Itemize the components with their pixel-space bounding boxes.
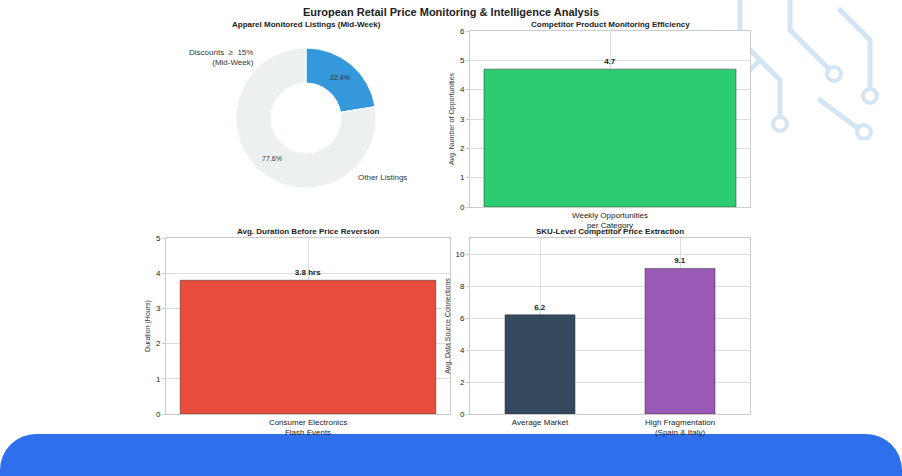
svg-text:Avg. Data Source Connections: Avg. Data Source Connections [444, 278, 452, 374]
svg-text:6: 6 [460, 27, 465, 36]
svg-text:0: 0 [460, 203, 465, 212]
svg-text:2: 2 [460, 378, 465, 387]
svg-text:Consumer ElectronicsFlash Even: Consumer ElectronicsFlash Events [269, 418, 347, 437]
svg-text:0: 0 [460, 410, 465, 419]
svg-text:Discounts ≥ 15%(Mid-Week): Discounts ≥ 15%(Mid-Week) [189, 48, 254, 67]
svg-text:6.2: 6.2 [534, 303, 546, 312]
svg-text:2: 2 [460, 144, 465, 153]
svg-text:1: 1 [460, 173, 465, 182]
svg-text:Duration (Hours): Duration (Hours) [144, 300, 152, 352]
svg-text:SKU-Level Competitor Price Ext: SKU-Level Competitor Price Extraction [536, 227, 684, 236]
svg-text:Avg. Number of Opportunities: Avg. Number of Opportunities [448, 72, 456, 165]
svg-text:1: 1 [156, 375, 161, 384]
svg-text:Average Market: Average Market [512, 418, 569, 427]
svg-text:9.1: 9.1 [674, 256, 686, 265]
svg-text:2: 2 [156, 339, 161, 348]
svg-text:Competitor Product Monitoring: Competitor Product Monitoring Efficiency [531, 20, 690, 29]
svg-text:3: 3 [460, 115, 465, 124]
svg-text:77.6%: 77.6% [262, 155, 282, 162]
svg-text:4: 4 [156, 269, 161, 278]
svg-text:Avg. Duration Before Price Rev: Avg. Duration Before Price Reversion [237, 227, 380, 236]
svg-text:Other Listings: Other Listings [358, 173, 407, 182]
svg-text:Weekly Opportunitiesper Catego: Weekly Opportunitiesper Category [572, 211, 648, 230]
svg-text:5: 5 [156, 234, 161, 243]
svg-text:6: 6 [460, 314, 465, 323]
svg-text:4: 4 [460, 346, 465, 355]
svg-text:5: 5 [460, 56, 465, 65]
svg-text:3: 3 [156, 304, 161, 313]
svg-text:4: 4 [460, 85, 465, 94]
svg-text:Apparel Monitored Listings (Mi: Apparel Monitored Listings (Mid-Week) [232, 20, 381, 29]
svg-text:8: 8 [460, 282, 465, 291]
svg-text:European Retail Price Monitori: European Retail Price Monitoring & Intel… [303, 6, 599, 18]
svg-text:High Fragmentation(Spain & Ita: High Fragmentation(Spain & Italy) [645, 418, 715, 437]
svg-text:22.4%: 22.4% [330, 74, 350, 81]
svg-text:0: 0 [156, 410, 161, 419]
svg-text:3.8 hrs: 3.8 hrs [295, 268, 321, 277]
svg-text:10: 10 [455, 250, 464, 259]
svg-text:4.7: 4.7 [604, 57, 616, 66]
